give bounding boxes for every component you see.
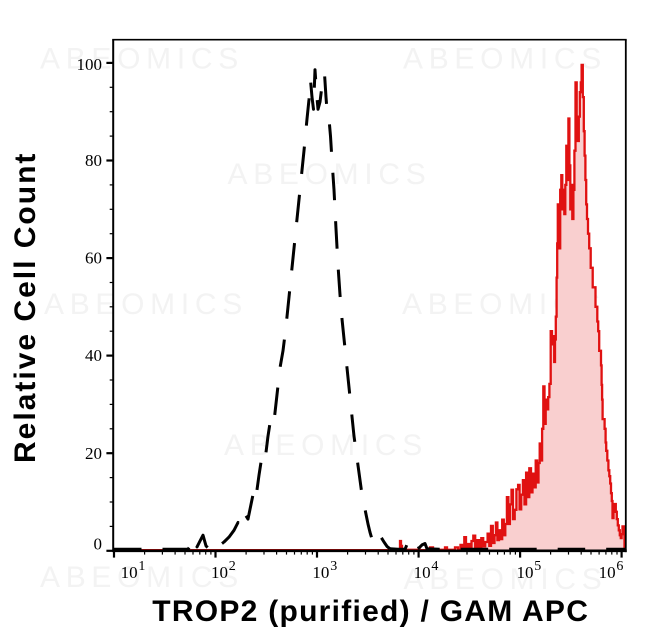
svg-text:10: 10: [121, 563, 138, 582]
svg-text:4: 4: [431, 559, 438, 574]
svg-text:100: 100: [77, 55, 103, 74]
svg-text:0: 0: [94, 535, 103, 554]
svg-text:ABEOMICS: ABEOMICS: [40, 43, 244, 76]
svg-text:40: 40: [85, 346, 102, 365]
svg-text:3: 3: [330, 559, 337, 574]
svg-text:10: 10: [312, 563, 329, 582]
svg-text:1: 1: [138, 559, 145, 574]
svg-text:ABEOMICS: ABEOMICS: [404, 563, 608, 596]
svg-text:6: 6: [616, 559, 623, 574]
svg-text:10: 10: [599, 563, 616, 582]
svg-text:TROP2 (purified) / GAM APC: TROP2 (purified) / GAM APC: [152, 595, 589, 628]
svg-text:Relative Cell Count: Relative Cell Count: [9, 152, 42, 463]
svg-text:10: 10: [414, 563, 431, 582]
svg-text:ABEOMICS: ABEOMICS: [224, 429, 428, 462]
svg-text:20: 20: [85, 444, 102, 463]
svg-text:ABEOMICS: ABEOMICS: [44, 288, 248, 321]
svg-text:10: 10: [517, 563, 534, 582]
svg-text:5: 5: [534, 559, 541, 574]
svg-text:80: 80: [85, 151, 102, 170]
svg-text:10: 10: [211, 563, 228, 582]
svg-text:ABEOMICS: ABEOMICS: [228, 158, 432, 191]
svg-text:60: 60: [85, 249, 102, 268]
svg-text:2: 2: [229, 559, 236, 574]
svg-text:ABEOMICS: ABEOMICS: [40, 561, 244, 594]
svg-text:ABEOMICS: ABEOMICS: [403, 43, 607, 76]
